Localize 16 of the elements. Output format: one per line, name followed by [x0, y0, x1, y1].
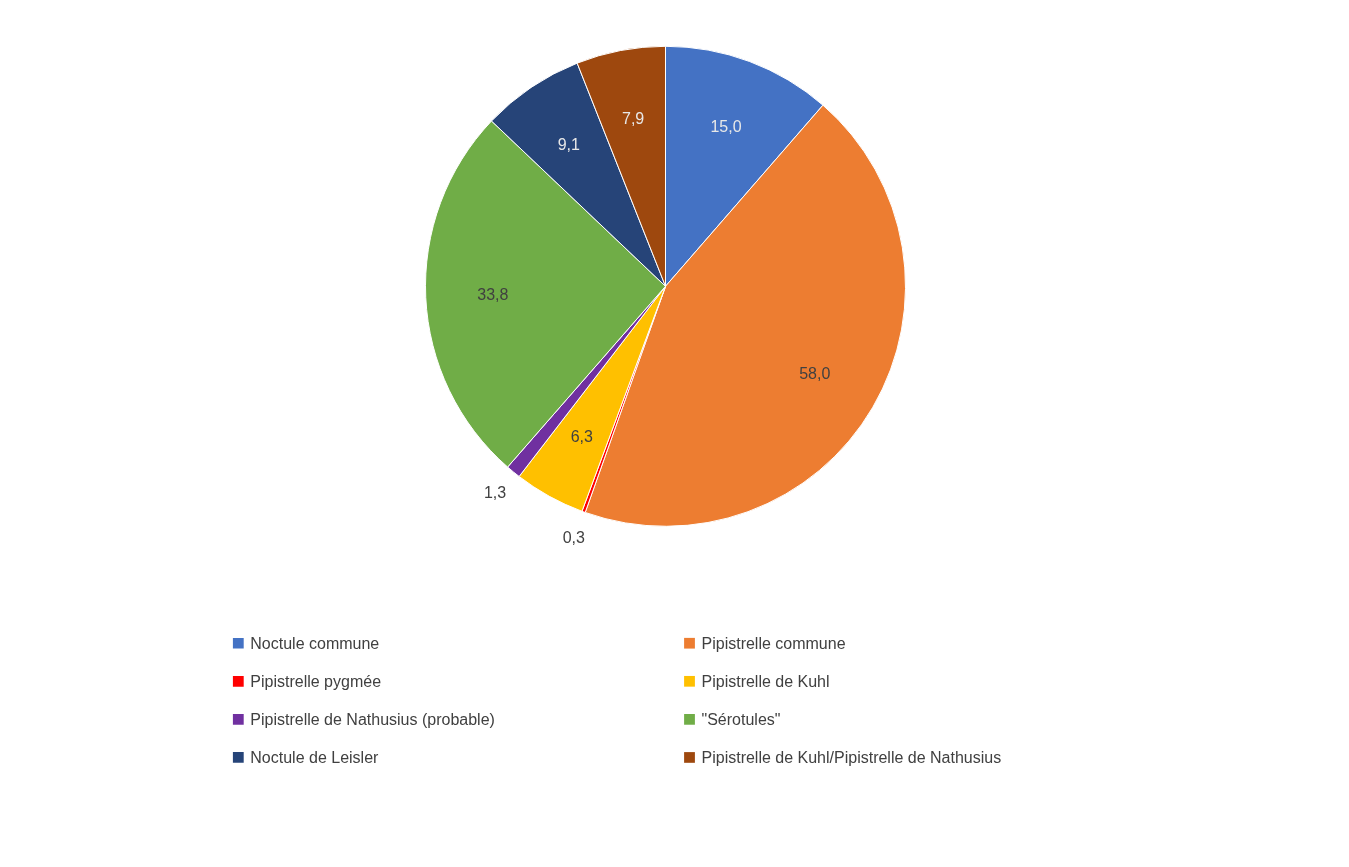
data-label: 33,8: [477, 286, 509, 304]
legend-label: Pipistrelle commune: [701, 634, 846, 652]
legend-label: Noctule commune: [250, 634, 380, 652]
legend-label: "Sérotules": [701, 710, 781, 728]
legend-label: Pipistrelle de Nathusius (probable): [250, 710, 495, 728]
legend-label: Pipistrelle pygmée: [250, 672, 382, 690]
data-label: 58,0: [799, 364, 831, 382]
legend-label: Pipistrelle de Kuhl: [701, 672, 830, 690]
data-label: 15,0: [710, 117, 742, 135]
data-label: 0,3: [562, 528, 585, 546]
data-label: 1,3: [483, 484, 507, 502]
data-label: 7,9: [622, 109, 645, 127]
legend-label: Pipistrelle de Kuhl/Pipistrelle de Nathusius: [701, 748, 1002, 766]
data-label: 9,1: [557, 136, 581, 154]
data-label: 6,3: [570, 428, 594, 446]
legend-label: Noctule de Leisler: [250, 748, 380, 766]
